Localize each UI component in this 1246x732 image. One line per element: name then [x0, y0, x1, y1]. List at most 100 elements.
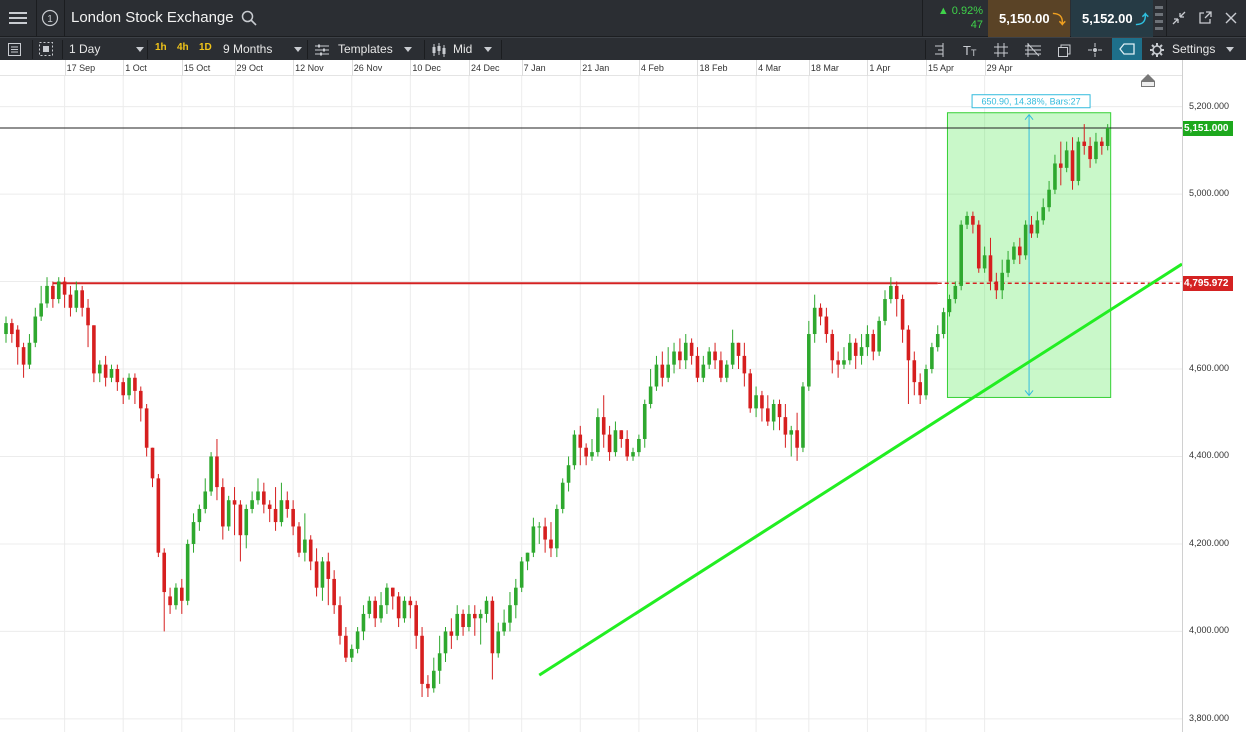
- price-type-select[interactable]: Mid: [453, 42, 473, 56]
- candle-body: [982, 255, 987, 269]
- candle-body: [414, 605, 418, 636]
- candle-body: [180, 587, 184, 601]
- interval-select[interactable]: 1 Day: [69, 42, 101, 56]
- date-tick: [638, 60, 640, 76]
- date-tick-label: 24 Dec: [470, 63, 500, 73]
- collapse-icon[interactable]: [1169, 9, 1189, 27]
- date-tick-label: 18 Feb: [699, 63, 728, 73]
- buy-button[interactable]: 5,152.00 ⤴: [1071, 0, 1153, 37]
- settings-button[interactable]: Settings: [1172, 42, 1216, 56]
- candle-body: [1041, 207, 1046, 221]
- candle-body: [21, 347, 26, 365]
- date-tick: [926, 60, 928, 76]
- candle-body: [320, 561, 325, 588]
- search-icon[interactable]: [240, 9, 258, 27]
- templates-button[interactable]: Templates: [338, 42, 393, 56]
- candle-body: [174, 587, 178, 606]
- candle-body: [250, 500, 254, 509]
- tf-1d-button[interactable]: 1D: [199, 42, 212, 53]
- grid-icon[interactable]: [991, 41, 1011, 58]
- tf-4h-button[interactable]: 4h: [177, 42, 189, 53]
- candle-body: [789, 430, 794, 435]
- candle-body: [900, 299, 905, 330]
- layout-list-icon[interactable]: [6, 41, 22, 57]
- candle-body: [648, 386, 653, 404]
- candle-body: [226, 500, 231, 527]
- candle-body: [578, 434, 583, 448]
- candle-body: [490, 600, 495, 654]
- popout-icon[interactable]: [1195, 9, 1215, 27]
- candle-body: [824, 316, 829, 335]
- candle-body: [965, 215, 969, 225]
- candle-body: [262, 491, 266, 505]
- candle-body: [889, 285, 893, 300]
- candle-body: [473, 613, 477, 619]
- candle-body: [326, 561, 331, 579]
- measure-label: 650.90, 14.38%, Bars:27: [982, 97, 1081, 107]
- price-change: ▲ 0.92% 47: [927, 4, 983, 32]
- candle-body: [683, 342, 688, 361]
- candle-body: [144, 408, 149, 448]
- sell-button[interactable]: 5,150.00 ⤵: [988, 0, 1070, 37]
- candle-body: [221, 487, 225, 527]
- info-circle-icon[interactable]: 1: [38, 8, 62, 28]
- candle-body: [15, 329, 20, 348]
- market-title: London Stock Exchange: [71, 9, 234, 26]
- candle-body: [185, 543, 190, 601]
- candle-body: [859, 347, 864, 356]
- market-header: 1 London Stock Exchange ▲ 0.92% 47 5,150…: [0, 0, 1246, 37]
- candle-body: [631, 452, 635, 457]
- candle-body: [930, 347, 934, 370]
- layers-icon[interactable]: [1055, 41, 1075, 58]
- price-chart[interactable]: 650.90, 14.38%, Bars:27: [0, 76, 1182, 732]
- gear-icon[interactable]: [1148, 41, 1166, 58]
- candle-body: [467, 613, 471, 628]
- candle-body: [285, 500, 290, 509]
- candle-body: [443, 631, 448, 654]
- candle-body: [736, 342, 741, 356]
- fibonacci-icon[interactable]: [1023, 41, 1043, 58]
- date-tick: [756, 60, 758, 76]
- candle-body: [1088, 145, 1092, 160]
- candle-body: [162, 552, 167, 593]
- list-icon[interactable]: [1153, 0, 1165, 37]
- crosshair-icon[interactable]: [1085, 41, 1105, 58]
- close-icon[interactable]: [1221, 9, 1241, 27]
- candle-body: [566, 465, 571, 483]
- candle-body: [601, 417, 606, 435]
- candle-body: [308, 539, 313, 562]
- date-tick-label: 12 Nov: [295, 63, 324, 73]
- candle-body: [379, 605, 383, 619]
- candle-body: [918, 382, 922, 396]
- candle-body: [754, 395, 758, 409]
- price-tick-label: 5,000.000: [1189, 188, 1230, 199]
- measure-arrow-down: [1024, 390, 1034, 397]
- scale-icon[interactable]: [930, 41, 948, 58]
- trendline[interactable]: [538, 262, 1182, 677]
- candle-body: [496, 631, 501, 654]
- candle-body: [449, 631, 454, 636]
- price-tag-icon[interactable]: [1112, 38, 1142, 60]
- alert-bell-icon[interactable]: [1141, 74, 1155, 81]
- candle-body: [197, 508, 202, 523]
- date-tick: [808, 60, 810, 76]
- candle-body: [988, 255, 993, 282]
- candle-body: [531, 526, 536, 553]
- change-percent: ▲ 0.92%: [937, 5, 983, 17]
- svg-text:1: 1: [47, 14, 53, 25]
- candle-body: [349, 648, 354, 658]
- candle-body: [543, 526, 547, 540]
- candle-body: [121, 382, 125, 396]
- candle-body: [935, 334, 940, 348]
- date-tick: [984, 60, 986, 76]
- candle-body: [924, 369, 928, 396]
- chevron-down-icon: [294, 47, 302, 52]
- range-select[interactable]: 9 Months: [223, 42, 273, 56]
- tf-1h-button[interactable]: 1h: [155, 42, 167, 53]
- crosshair-grid-icon[interactable]: [38, 41, 54, 57]
- candle-body: [572, 434, 577, 466]
- candle-body: [742, 355, 747, 374]
- candle-body: [807, 334, 811, 387]
- menu-icon[interactable]: [6, 8, 30, 28]
